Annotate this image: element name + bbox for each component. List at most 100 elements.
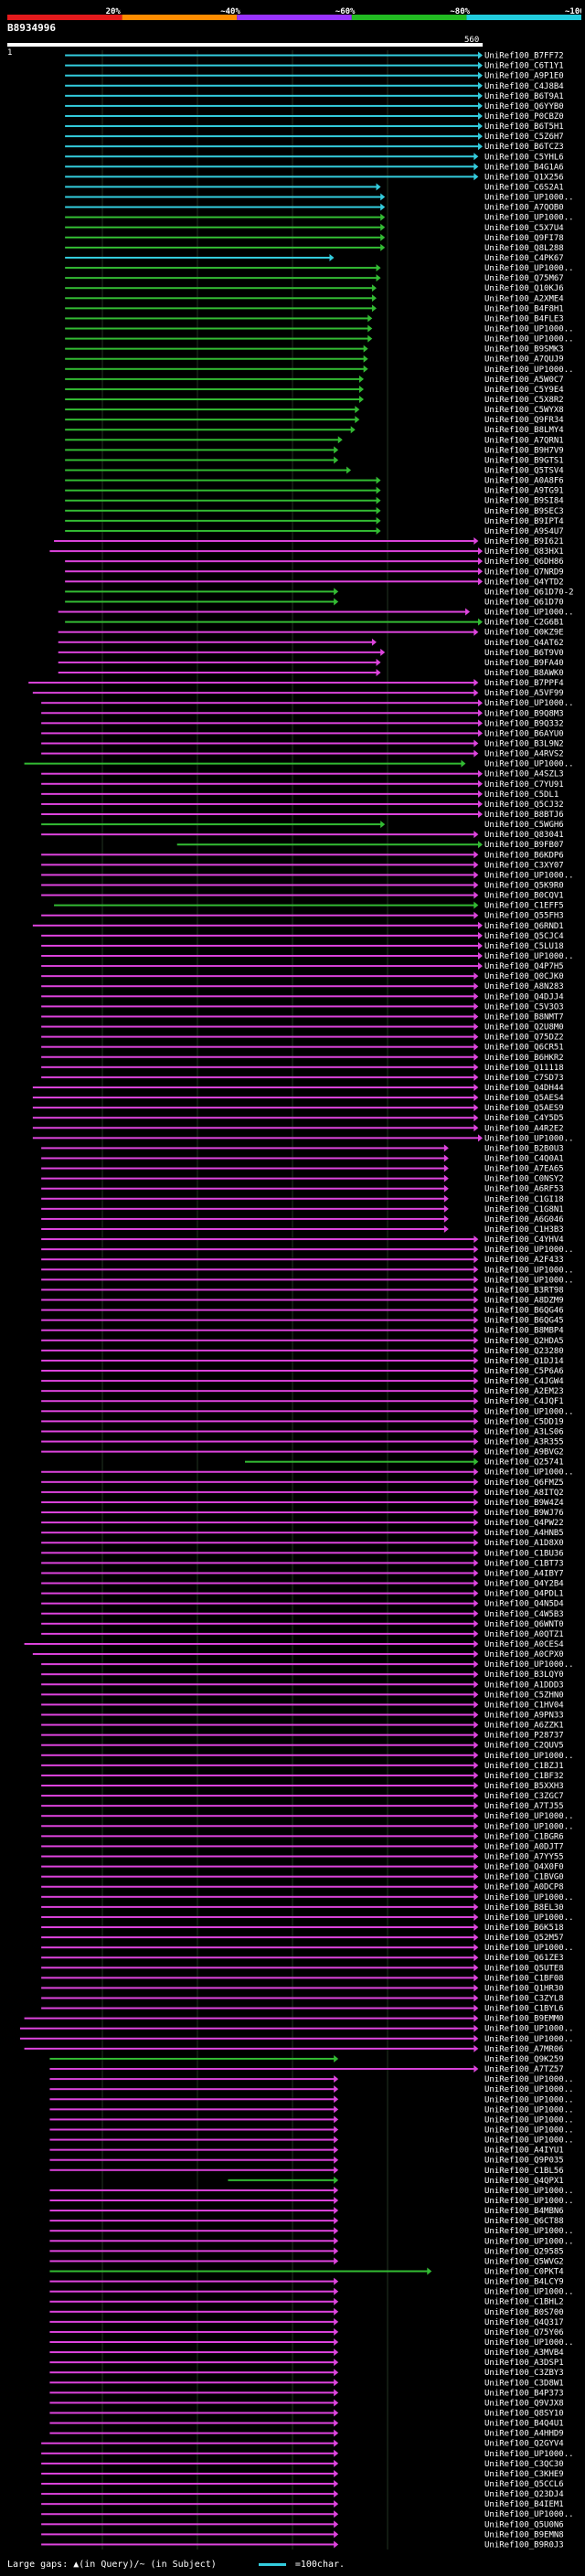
hit-label[interactable]: UniRef100_Q2GYV4 [484, 2440, 564, 2449]
hit-label[interactable]: UniRef100_A6RF53 [484, 1185, 564, 1194]
hit-label[interactable]: UniRef100_C4W5B3 [484, 1610, 564, 1619]
hit-label[interactable]: UniRef100_Q2HDA5 [484, 1337, 564, 1346]
hit-label[interactable]: UniRef100_C4JGW4 [484, 1377, 564, 1386]
hit-label[interactable]: UniRef100_A0DCP8 [484, 1883, 564, 1892]
hit-row[interactable]: UniRef100_B7FF72 [65, 51, 564, 61]
hit-row[interactable]: UniRef100_B8AWK0 [58, 668, 564, 678]
hit-label[interactable]: UniRef100_A0DJT7 [484, 1842, 564, 1851]
hit-label[interactable]: UniRef100_UP1000.. [484, 1468, 574, 1478]
hit-row[interactable]: UniRef100_A8N283 [41, 982, 564, 991]
hit-label[interactable]: UniRef100_B9I621 [484, 537, 564, 546]
hit-row[interactable]: UniRef100_A9TG91 [65, 486, 564, 496]
hit-row[interactable]: UniRef100_A7YY55 [41, 1852, 564, 1862]
hit-label[interactable]: UniRef100_UP1000.. [484, 2197, 574, 2206]
hit-row[interactable]: UniRef100_C5ZHN0 [41, 1691, 564, 1700]
hit-label[interactable]: UniRef100_A7TZ57 [484, 2065, 564, 2074]
hit-label[interactable]: UniRef100_Q11118 [484, 1064, 564, 1073]
hit-row[interactable]: UniRef100_UP1000.. [41, 1892, 574, 1903]
hit-label[interactable]: UniRef100_Q6CR51 [484, 1044, 564, 1053]
hit-row[interactable]: UniRef100_C4PK67 [65, 253, 564, 263]
hit-label[interactable]: UniRef100_UP1000.. [484, 2115, 574, 2125]
hit-label[interactable]: UniRef100_Q5AES4 [484, 1094, 564, 1103]
hit-label[interactable]: UniRef100_B6KDP6 [484, 851, 564, 860]
hit-label[interactable]: UniRef100_UP1000.. [484, 1407, 574, 1416]
hit-row[interactable]: UniRef100_UP1000.. [32, 1134, 574, 1143]
hit-label[interactable]: UniRef100_UP1000.. [484, 1134, 574, 1143]
hit-row[interactable]: UniRef100_Q5CJ32 [41, 800, 564, 810]
hit-row[interactable]: UniRef100_A2XME4 [65, 294, 564, 303]
hit-label[interactable]: UniRef100_UP1000.. [484, 871, 574, 880]
hit-label[interactable]: UniRef100_UP1000.. [484, 366, 574, 375]
hit-label[interactable]: UniRef100_B6K518 [484, 1924, 564, 1933]
hit-label[interactable]: UniRef100_A0CPX0 [484, 1650, 564, 1659]
hit-label[interactable]: UniRef100_B8AWK0 [484, 669, 564, 678]
hit-row[interactable]: UniRef100_B3LQY0 [41, 1670, 564, 1680]
hit-row[interactable]: UniRef100_B5XXH3 [41, 1781, 564, 1791]
hit-label[interactable]: UniRef100_B9Q332 [484, 719, 564, 728]
hit-label[interactable]: UniRef100_UP1000.. [484, 2227, 574, 2236]
hit-row[interactable]: UniRef100_A0DJT7 [41, 1842, 564, 1851]
hit-label[interactable]: UniRef100_C3XY07 [484, 861, 564, 870]
hit-row[interactable]: UniRef100_Q75DZ2 [41, 1033, 564, 1043]
hit-label[interactable]: UniRef100_C5LU18 [484, 942, 564, 951]
hit-row[interactable]: UniRef100_A9S4U7 [65, 526, 564, 536]
hit-label[interactable]: UniRef100_UP1000.. [484, 2510, 574, 2519]
hit-row[interactable]: UniRef100_B3L9N2 [41, 739, 564, 748]
hit-label[interactable]: UniRef100_B8MBP4 [484, 1327, 564, 1336]
hit-row[interactable]: UniRef100_B8BTJ6 [41, 811, 564, 820]
hit-row[interactable]: UniRef100_Q5AES4 [32, 1094, 564, 1103]
hit-row[interactable]: UniRef100_C1BYL6 [41, 2004, 564, 2014]
hit-label[interactable]: UniRef100_C5WGH6 [484, 821, 564, 830]
hit-label[interactable]: UniRef100_B4FLE3 [484, 314, 564, 323]
hit-row[interactable]: UniRef100_Q52M57 [41, 1934, 564, 1943]
hit-row[interactable]: UniRef100_C3ZBY3 [49, 2369, 564, 2378]
hit-row[interactable]: UniRef100_UP1000.. [41, 952, 574, 961]
hit-row[interactable]: UniRef100_UP1000.. [41, 1407, 574, 1416]
hit-row[interactable]: UniRef100_C4Q0A1 [41, 1154, 564, 1163]
hit-label[interactable]: UniRef100_C0PKT4 [484, 2267, 564, 2276]
hit-label[interactable]: UniRef100_B9SMK3 [484, 345, 564, 355]
hit-row[interactable]: UniRef100_C5DL1 [41, 790, 558, 800]
hit-label[interactable]: UniRef100_B6T9V0 [484, 649, 564, 658]
hit-row[interactable]: UniRef100_Q5AES9 [32, 1104, 564, 1113]
hit-row[interactable]: UniRef100_Q4P7H5 [41, 962, 564, 971]
hit-row[interactable]: UniRef100_UP1000.. [65, 365, 574, 375]
hit-label[interactable]: UniRef100_Q25741 [484, 1458, 564, 1468]
hit-row[interactable]: UniRef100_Q6CT88 [49, 2217, 564, 2226]
hit-row[interactable]: UniRef100_Q4AT62 [58, 638, 564, 648]
hit-row[interactable]: UniRef100_C1BZJ1 [41, 1761, 564, 1771]
hit-row[interactable]: UniRef100_UP1000.. [41, 871, 574, 880]
hit-row[interactable]: UniRef100_Q9VJX8 [49, 2399, 564, 2408]
hit-row[interactable]: UniRef100_C0NSY2 [41, 1174, 564, 1184]
hit-row[interactable]: UniRef100_UP1000.. [65, 213, 574, 223]
hit-row[interactable]: UniRef100_Q61D70-2 [65, 588, 574, 597]
hit-row[interactable]: UniRef100_A0CES4 [24, 1639, 564, 1649]
hit-label[interactable]: UniRef100_C5V3O3 [484, 1002, 564, 1012]
hit-label[interactable]: UniRef100_P28737 [484, 1732, 564, 1741]
hit-label[interactable]: UniRef100_Q5WVG2 [484, 2257, 564, 2266]
hit-row[interactable]: UniRef100_A4IYU1 [49, 2146, 564, 2156]
hit-row[interactable]: UniRef100_C3D8W1 [49, 2379, 564, 2388]
hit-row[interactable]: UniRef100_Q1HR30 [41, 1984, 564, 1993]
hit-label[interactable]: UniRef100_B4F8H1 [484, 304, 564, 313]
hit-label[interactable]: UniRef100_A4IBY7 [484, 1569, 564, 1578]
hit-label[interactable]: UniRef100_Q6WNT0 [484, 1620, 564, 1629]
hit-label[interactable]: UniRef100_C1BVG0 [484, 1873, 564, 1882]
hit-row[interactable]: UniRef100_A0DCP8 [41, 1882, 564, 1892]
hit-label[interactable]: UniRef100_B6T5H1 [484, 122, 564, 132]
hit-row[interactable]: UniRef100_A0CPX0 [32, 1650, 564, 1659]
hit-label[interactable]: UniRef100_A9BVG2 [484, 1448, 564, 1458]
hit-row[interactable]: UniRef100_C4W5B3 [41, 1609, 564, 1619]
hit-row[interactable]: UniRef100_Q7NRD9 [65, 567, 564, 577]
hit-label[interactable]: UniRef100_A7QOB0 [484, 204, 564, 213]
hit-label[interactable]: UniRef100_A8DZM9 [484, 1297, 564, 1306]
hit-row[interactable]: UniRef100_Q4Q317 [49, 2317, 564, 2327]
hit-label[interactable]: UniRef100_C4JQF1 [484, 1397, 564, 1406]
hit-row[interactable]: UniRef100_A4IBY7 [41, 1569, 564, 1578]
hit-row[interactable]: UniRef100_C1G8N1 [41, 1204, 564, 1214]
hit-label[interactable]: UniRef100_UP1000.. [484, 2187, 574, 2196]
hit-row[interactable]: UniRef100_UP1000.. [65, 264, 574, 273]
hit-label[interactable]: UniRef100_Q1X256 [484, 173, 564, 182]
hit-row[interactable]: UniRef100_A4HHD9 [49, 2429, 564, 2439]
hit-label[interactable]: UniRef100_A3LS06 [484, 1427, 564, 1436]
